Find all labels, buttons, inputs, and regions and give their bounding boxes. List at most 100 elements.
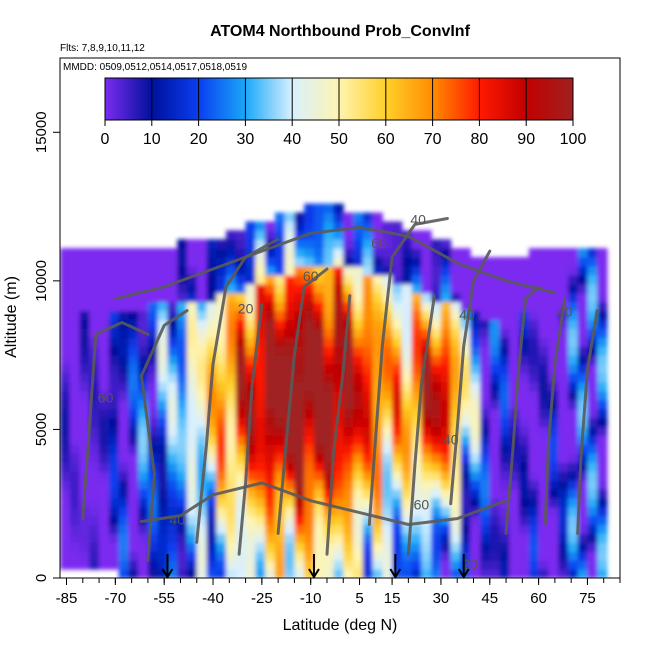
heatmap-cell bbox=[284, 515, 296, 526]
heatmap-cell bbox=[226, 524, 237, 535]
heatmap-cell bbox=[587, 364, 598, 374]
heatmap-cell bbox=[528, 497, 540, 508]
heatmap-cell bbox=[284, 274, 296, 285]
heatmap-cell bbox=[392, 274, 403, 285]
heatmap-cell bbox=[480, 542, 491, 552]
heatmap-cell bbox=[89, 381, 100, 392]
heatmap-cell bbox=[177, 497, 188, 508]
heatmap-cell bbox=[431, 560, 442, 570]
heatmap-cell bbox=[245, 239, 256, 249]
heatmap-cell bbox=[323, 346, 335, 356]
heatmap-cell bbox=[538, 506, 549, 517]
heatmap-cell bbox=[567, 337, 579, 347]
heatmap-cell bbox=[509, 506, 520, 517]
heatmap-cell bbox=[79, 417, 90, 428]
heatmap-cell bbox=[421, 542, 432, 552]
heatmap-cell bbox=[538, 417, 549, 428]
heatmap-cell bbox=[89, 417, 100, 428]
heatmap-cell bbox=[353, 533, 364, 543]
heatmap-cell bbox=[558, 337, 569, 347]
heatmap-cell bbox=[265, 497, 276, 508]
heatmap-cell bbox=[343, 266, 354, 276]
heatmap-cell bbox=[489, 408, 501, 419]
heatmap-cell bbox=[108, 283, 120, 294]
heatmap-cell bbox=[89, 328, 100, 338]
heatmap-cell bbox=[538, 497, 549, 508]
heatmap-cell bbox=[392, 479, 403, 490]
heatmap-cell bbox=[294, 328, 305, 338]
heatmap-cell bbox=[89, 497, 100, 508]
heatmap-cell bbox=[558, 569, 569, 578]
heatmap-cell bbox=[99, 444, 110, 454]
heatmap-cell bbox=[558, 471, 569, 481]
heatmap-cell bbox=[567, 471, 579, 481]
heatmap-cell bbox=[274, 301, 286, 312]
heatmap-cell bbox=[362, 381, 374, 392]
heatmap-cell bbox=[216, 462, 227, 472]
heatmap-cell bbox=[460, 488, 471, 499]
heatmap-cell bbox=[274, 346, 286, 356]
heatmap-cell bbox=[313, 569, 325, 578]
heatmap-cell bbox=[460, 355, 471, 365]
heatmap-cell bbox=[343, 444, 354, 454]
heatmap-cell bbox=[323, 257, 335, 267]
heatmap-cell bbox=[440, 417, 452, 428]
heatmap-cell bbox=[392, 381, 403, 392]
heatmap-cell bbox=[401, 381, 413, 392]
heatmap-cell bbox=[480, 524, 491, 535]
heatmap-cell bbox=[304, 301, 315, 312]
heatmap-cell bbox=[460, 435, 471, 445]
heatmap-cell bbox=[392, 239, 403, 249]
heatmap-cell bbox=[216, 283, 227, 294]
heatmap-cell bbox=[489, 283, 501, 294]
heatmap-cell bbox=[421, 292, 432, 303]
heatmap-cell bbox=[392, 444, 403, 454]
heatmap-cell bbox=[597, 372, 608, 383]
heatmap-cell bbox=[313, 551, 325, 561]
heatmap-cell bbox=[343, 569, 354, 578]
heatmap-cell bbox=[353, 381, 364, 392]
heatmap-cell bbox=[128, 301, 139, 312]
heatmap-cell bbox=[353, 292, 364, 303]
x-tick-label: 15 bbox=[384, 590, 401, 607]
heatmap-cell bbox=[401, 524, 413, 535]
heatmap-cell bbox=[323, 248, 335, 258]
heatmap-cell bbox=[313, 453, 325, 463]
heatmap-cell bbox=[294, 417, 305, 428]
heatmap-cell bbox=[138, 524, 149, 535]
heatmap-cell bbox=[411, 248, 422, 258]
heatmap-cell bbox=[382, 426, 393, 436]
heatmap-cell bbox=[401, 292, 413, 303]
heatmap-cell bbox=[304, 533, 315, 543]
heatmap-cell bbox=[519, 569, 530, 578]
heatmap-cell bbox=[333, 221, 344, 231]
heatmap-cell bbox=[470, 399, 481, 410]
heatmap-cell bbox=[235, 337, 247, 347]
heatmap-cell bbox=[343, 497, 354, 508]
heatmap-cell bbox=[235, 506, 247, 517]
heatmap-cell bbox=[177, 381, 188, 392]
heatmap-cell bbox=[372, 533, 383, 543]
heatmap-cell bbox=[411, 292, 422, 303]
heatmap-cell bbox=[323, 239, 335, 249]
heatmap-cell bbox=[138, 274, 149, 285]
heatmap-cell bbox=[60, 479, 71, 490]
heatmap-cell bbox=[440, 355, 452, 365]
heatmap-cell bbox=[196, 381, 208, 392]
heatmap-cell bbox=[186, 337, 198, 347]
heatmap-cell bbox=[265, 381, 276, 392]
heatmap-cell bbox=[567, 551, 579, 561]
heatmap-cell bbox=[60, 524, 71, 535]
heatmap-cell bbox=[519, 274, 530, 285]
heatmap-cell bbox=[519, 364, 530, 374]
heatmap-cell bbox=[333, 230, 344, 240]
heatmap-cell bbox=[284, 417, 296, 428]
heatmap-cell bbox=[480, 551, 491, 561]
heatmap-cell bbox=[69, 462, 81, 472]
heatmap-cell bbox=[167, 417, 178, 428]
heatmap-cell bbox=[79, 390, 90, 401]
heatmap-cell bbox=[353, 524, 364, 535]
heatmap-cell bbox=[411, 533, 422, 543]
heatmap-cell bbox=[382, 479, 393, 490]
heatmap-cell bbox=[284, 283, 296, 294]
